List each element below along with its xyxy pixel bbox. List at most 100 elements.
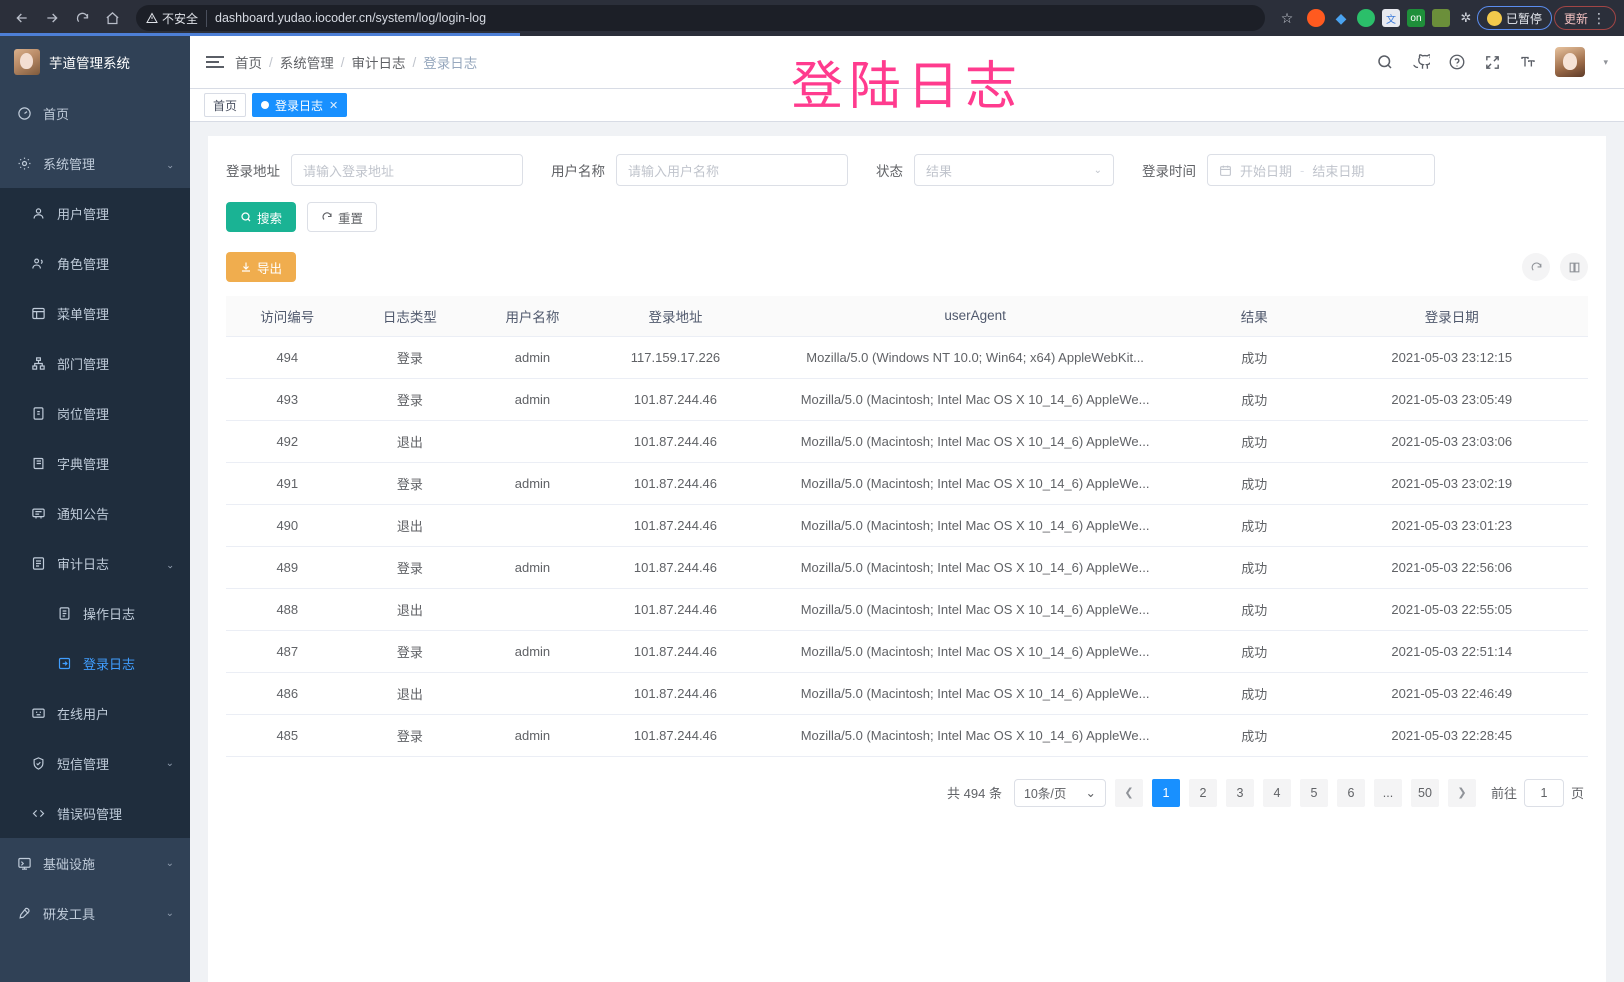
sidebar-item-16[interactable]: 研发工具 ⌄ (0, 888, 190, 938)
address-bar[interactable]: 不安全 dashboard.yudao.iocoder.cn/system/lo… (136, 5, 1265, 31)
hamburger-icon[interactable] (206, 56, 224, 68)
odnoklassniki-icon[interactable] (1306, 9, 1325, 27)
sidebar-item-11[interactable]: 登录日志 (0, 638, 190, 688)
fullscreen-icon[interactable] (1484, 54, 1501, 71)
sidebar-item-12[interactable]: 在线用户 (0, 688, 190, 738)
column-header-0[interactable]: 访问编号 (226, 296, 349, 337)
jump-input[interactable]: 1 (1523, 778, 1564, 807)
page-button-...[interactable]: ... (1373, 778, 1402, 807)
update-label: 更新 (1563, 11, 1588, 26)
navbar: 首页 / 系统管理 / 审计日志 / 登录日志 ▾ (190, 36, 1624, 117)
page-size-select[interactable]: 10条/页 ⌄ (1013, 778, 1106, 807)
chevron-down-icon[interactable]: ▾ (1603, 56, 1608, 67)
cell-addr: 101.87.244.46 (593, 714, 758, 757)
sidebar-item-0[interactable]: 首页 (0, 88, 190, 138)
column-header-5[interactable]: 结果 (1193, 296, 1316, 337)
update-button[interactable]: 更新 ⋮ (1553, 6, 1616, 30)
table-row[interactable]: 486 退出 101.87.244.46 Mozilla/5.0 (Macintosh… (226, 672, 1588, 715)
chevron-down-icon[interactable]: ⌄ (165, 907, 174, 919)
table-row[interactable]: 489 登录 admin 101.87.244.46 Mozilla/5.0 (Maci… (226, 546, 1588, 589)
status-select[interactable]: 结果 ⌄ (914, 154, 1114, 186)
chevron-up-icon[interactable]: ⌃ (165, 557, 174, 569)
forward-arrow-icon[interactable] (38, 4, 66, 32)
font-size-icon[interactable] (1519, 53, 1537, 71)
chevron-down-icon[interactable]: ⌄ (165, 757, 174, 769)
translate-icon[interactable]: 文 (1381, 9, 1400, 27)
avatar[interactable] (1555, 47, 1586, 77)
reload-icon[interactable] (68, 4, 96, 32)
chevron-up-icon[interactable]: ⌃ (165, 157, 174, 169)
page-button-3[interactable]: 3 (1225, 778, 1254, 807)
table-row[interactable]: 488 退出 101.87.244.46 Mozilla/5.0 (Macintosh… (226, 588, 1588, 631)
reset-button[interactable]: 重置 (307, 202, 378, 232)
sidebar-item-6[interactable]: 岗位管理 (0, 388, 190, 438)
recycle-icon[interactable] (1356, 9, 1375, 27)
pagination-prev[interactable]: ❮ (1114, 778, 1143, 807)
breadcrumb-item-2[interactable]: 审计日志 (351, 56, 406, 71)
sidebar-item-14[interactable]: 错误码管理 (0, 788, 190, 838)
column-header-4[interactable]: userAgent (757, 296, 1193, 337)
sidebar-item-1[interactable]: 系统管理 ⌃ (0, 138, 190, 188)
table-row[interactable]: 491 登录 admin 101.87.244.46 Mozilla/5.0 (Maci… (226, 462, 1588, 505)
table-row[interactable]: 494 登录 admin 117.159.17.226 Mozilla/5.0 (Win… (226, 336, 1588, 379)
sidebar-item-2[interactable]: 用户管理 (0, 188, 190, 238)
back-arrow-icon[interactable] (8, 4, 36, 32)
chevron-down-icon[interactable]: ⌄ (165, 857, 174, 869)
column-header-1[interactable]: 日志类型 (348, 296, 472, 337)
sidebar-item-7[interactable]: 字典管理 (0, 438, 190, 488)
page-button-50[interactable]: 50 (1410, 778, 1439, 807)
sidebar-item-4[interactable]: 菜单管理 (0, 288, 190, 338)
sidebar-item-15[interactable]: 基础设施 ⌄ (0, 838, 190, 888)
table-row[interactable]: 485 登录 admin 101.87.244.46 Mozilla/5.0 (Maci… (226, 714, 1588, 757)
tag-label: 首页 (213, 98, 238, 113)
columns-icon[interactable] (1560, 253, 1588, 281)
tag-1[interactable]: 登录日志 ✕ (252, 93, 348, 117)
sidebar-item-label: 短信管理 (57, 756, 110, 772)
breadcrumb-item-1[interactable]: 系统管理 (279, 56, 334, 71)
paused-button[interactable]: 已暂停 (1476, 6, 1552, 30)
sidebar-item-10[interactable]: 操作日志 (0, 588, 190, 638)
page-button-2[interactable]: 2 (1188, 778, 1217, 807)
login-address-input[interactable]: 请输入登录地址 (291, 154, 523, 186)
column-header-3[interactable]: 登录地址 (593, 296, 758, 337)
star-icon[interactable]: ☆ (1280, 9, 1294, 26)
home-icon[interactable] (98, 4, 126, 32)
table-row[interactable]: 487 登录 admin 101.87.244.46 Mozilla/5.0 (Maci… (226, 630, 1588, 673)
kebab-menu-icon[interactable]: ⋮ (1592, 10, 1607, 26)
pagination-next[interactable]: ❯ (1447, 778, 1476, 807)
search-icon[interactable] (1376, 53, 1394, 71)
table-row[interactable]: 492 退出 101.87.244.46 Mozilla/5.0 (Macintosh… (226, 420, 1588, 463)
security-indicator[interactable]: 不安全 (146, 9, 208, 27)
sidebar-item-label: 登录日志 (83, 656, 136, 672)
page-button-4[interactable]: 4 (1262, 778, 1291, 807)
table-row[interactable]: 490 退出 101.87.244.46 Mozilla/5.0 (Macintosh… (226, 504, 1588, 547)
sidebar-item-13[interactable]: 短信管理 ⌄ (0, 738, 190, 788)
page-button-1[interactable]: 1 (1151, 778, 1180, 807)
page-button-5[interactable]: 5 (1299, 778, 1328, 807)
close-icon[interactable]: ✕ (329, 99, 339, 112)
table-row[interactable]: 493 登录 admin 101.87.244.46 Mozilla/5.0 (Maci… (226, 378, 1588, 421)
search-button[interactable]: 搜索 (226, 202, 297, 232)
username-input[interactable]: 请输入用户名称 (616, 154, 848, 186)
export-button[interactable]: 导出 (226, 252, 297, 282)
diamond-icon[interactable]: ◆ (1335, 9, 1347, 26)
sidebar-item-9[interactable]: 审计日志 ⌃ (0, 538, 190, 588)
on-badge-icon[interactable]: on (1406, 9, 1425, 27)
breadcrumb-item-0[interactable]: 首页 (235, 56, 262, 71)
github-icon[interactable] (1412, 53, 1431, 71)
help-icon[interactable] (1448, 53, 1466, 71)
login-time-daterange[interactable]: 开始日期 - 结束日期 (1207, 154, 1435, 186)
breadcrumb-separator: / (340, 54, 345, 70)
column-header-2[interactable]: 用户名称 (471, 296, 594, 337)
sidebar-item-3[interactable]: 角色管理 (0, 238, 190, 288)
sidebar-item-5[interactable]: 部门管理 (0, 338, 190, 388)
tag-0[interactable]: 首页 (204, 93, 247, 117)
puzzle-icon[interactable]: ✲ (1460, 10, 1472, 25)
brand[interactable]: 芋道管理系统 (0, 36, 190, 88)
page-button-6[interactable]: 6 (1336, 778, 1365, 807)
sidebar-item-8[interactable]: 通知公告 (0, 488, 190, 538)
breadcrumb: 首页 / 系统管理 / 审计日志 / 登录日志 (235, 52, 477, 72)
pin-icon[interactable] (1431, 9, 1450, 27)
refresh-circle-icon[interactable] (1522, 253, 1550, 281)
column-header-6[interactable]: 登录日期 (1315, 296, 1588, 337)
